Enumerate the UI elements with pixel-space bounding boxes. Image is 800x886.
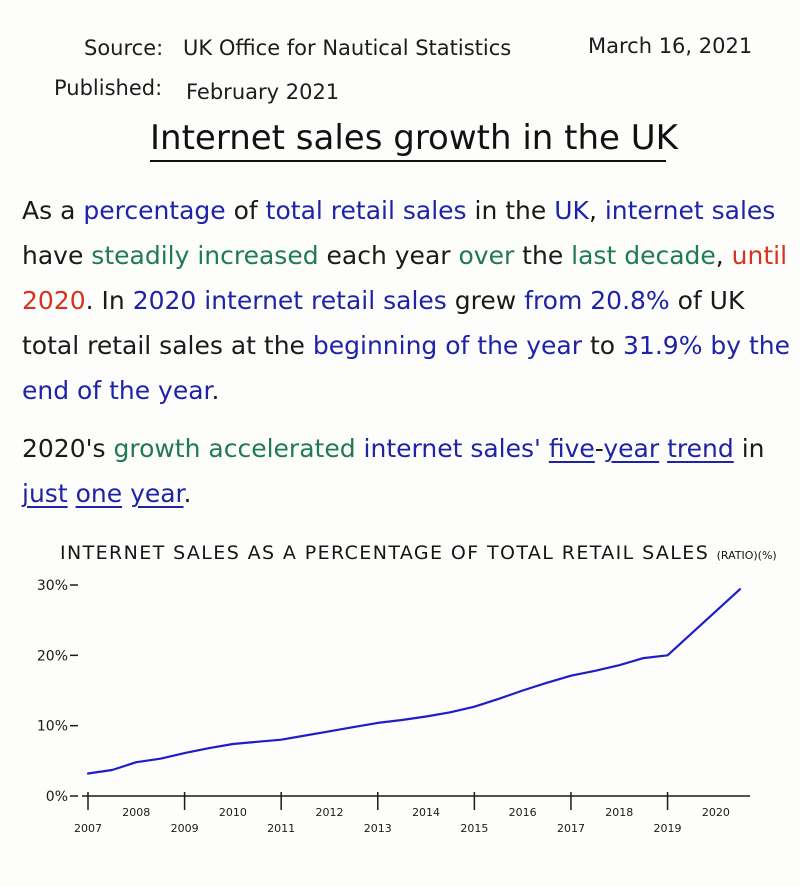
text-segment: from 20.8% — [524, 286, 670, 315]
text-segment: total retail sales — [265, 196, 467, 225]
text-segment: , — [715, 241, 732, 270]
chart-title-text: INTERNET SALES AS A PERCENTAGE OF TOTAL … — [60, 542, 710, 564]
y-tick-label: 0% — [46, 789, 68, 805]
trend-paragraph: 2020's growth accelerated internet sales… — [22, 426, 792, 516]
x-tick-label: 2016 — [509, 806, 537, 819]
text-segment: As a — [22, 196, 84, 225]
text-segment: beginning of the year — [312, 331, 583, 360]
x-tick-label: 2018 — [605, 806, 633, 819]
text-segment: of — [225, 196, 266, 225]
x-tick-label: 2019 — [654, 822, 682, 835]
text-segment: steadily increased — [91, 241, 319, 270]
source-label: Source: — [84, 36, 164, 60]
text-segment: 2020 internet retail sales — [132, 286, 447, 315]
text-segment: grew — [446, 286, 525, 315]
x-tick-label: 2009 — [171, 822, 199, 835]
text-segment: percentage — [83, 196, 226, 225]
chart-title-suffix: (RATIO)(%) — [716, 549, 777, 562]
x-tick-label: 2008 — [122, 806, 150, 819]
x-tick-label: 2010 — [219, 806, 247, 819]
source-value: UK Office for Nautical Statistics — [183, 36, 512, 60]
text-segment: the — [514, 241, 572, 270]
text-segment: five — [548, 434, 595, 463]
text-segment: growth accelerated — [113, 434, 356, 463]
x-tick-label: 2020 — [702, 806, 730, 819]
text-segment: to — [582, 331, 624, 360]
text-segment: . — [211, 376, 220, 405]
text-segment: . — [183, 479, 192, 508]
y-tick-label: 30% — [37, 578, 68, 594]
text-segment — [68, 479, 76, 508]
x-tick-label: 2007 — [74, 822, 102, 835]
text-segment: have — [22, 241, 92, 270]
text-segment: of UK total retail sales at the — [22, 286, 745, 360]
text-segment: each year — [318, 241, 459, 270]
y-tick-label: 20% — [37, 648, 68, 664]
date: March 16, 2021 — [588, 34, 753, 58]
series-line — [86, 588, 742, 775]
text-segment — [356, 434, 364, 463]
y-tick-label: 10% — [37, 719, 68, 735]
intro-paragraph: As a percentage of total retail sales in… — [22, 188, 792, 413]
text-segment: internet sales' — [363, 434, 541, 463]
x-tick-label: 2013 — [364, 822, 392, 835]
text-segment: in the — [466, 196, 555, 225]
x-tick-label: 2011 — [267, 822, 295, 835]
text-segment: last decade — [571, 241, 716, 270]
text-segment: - — [594, 434, 604, 463]
text-segment: UK — [554, 196, 589, 225]
x-tick-label: 2012 — [315, 806, 343, 819]
chart-title: INTERNET SALES AS A PERCENTAGE OF TOTAL … — [60, 542, 777, 564]
text-segment: year — [603, 434, 660, 463]
text-segment: until 2020 — [22, 241, 788, 315]
text-segment: . In — [85, 286, 133, 315]
text-segment: just — [22, 479, 68, 508]
text-segment — [122, 479, 130, 508]
text-segment: 31.9% by the end of the year — [22, 331, 791, 405]
published-label: Published: — [54, 76, 163, 100]
text-segment: trend — [667, 434, 734, 463]
text-segment — [541, 434, 549, 463]
text-segment: , — [588, 196, 605, 225]
text-segment: internet sales — [604, 196, 776, 225]
text-segment: year — [130, 479, 184, 508]
line-chart: 0% 10% 20% 30% 2007 2008 2009 2010 2011 2012 2013 2… — [37, 578, 750, 835]
text-segment: one — [75, 479, 123, 508]
x-tick-label: 2015 — [460, 822, 488, 835]
x-tick-label: 2014 — [412, 806, 440, 819]
text-segment — [659, 434, 667, 463]
x-tick-label: 2017 — [557, 822, 585, 835]
published-value: February 2021 — [186, 80, 340, 104]
text-segment: in — [733, 434, 765, 463]
page-title: Internet sales growth in the UK — [150, 118, 678, 162]
text-segment: 2020's — [22, 434, 114, 463]
text-segment: over — [458, 241, 515, 270]
